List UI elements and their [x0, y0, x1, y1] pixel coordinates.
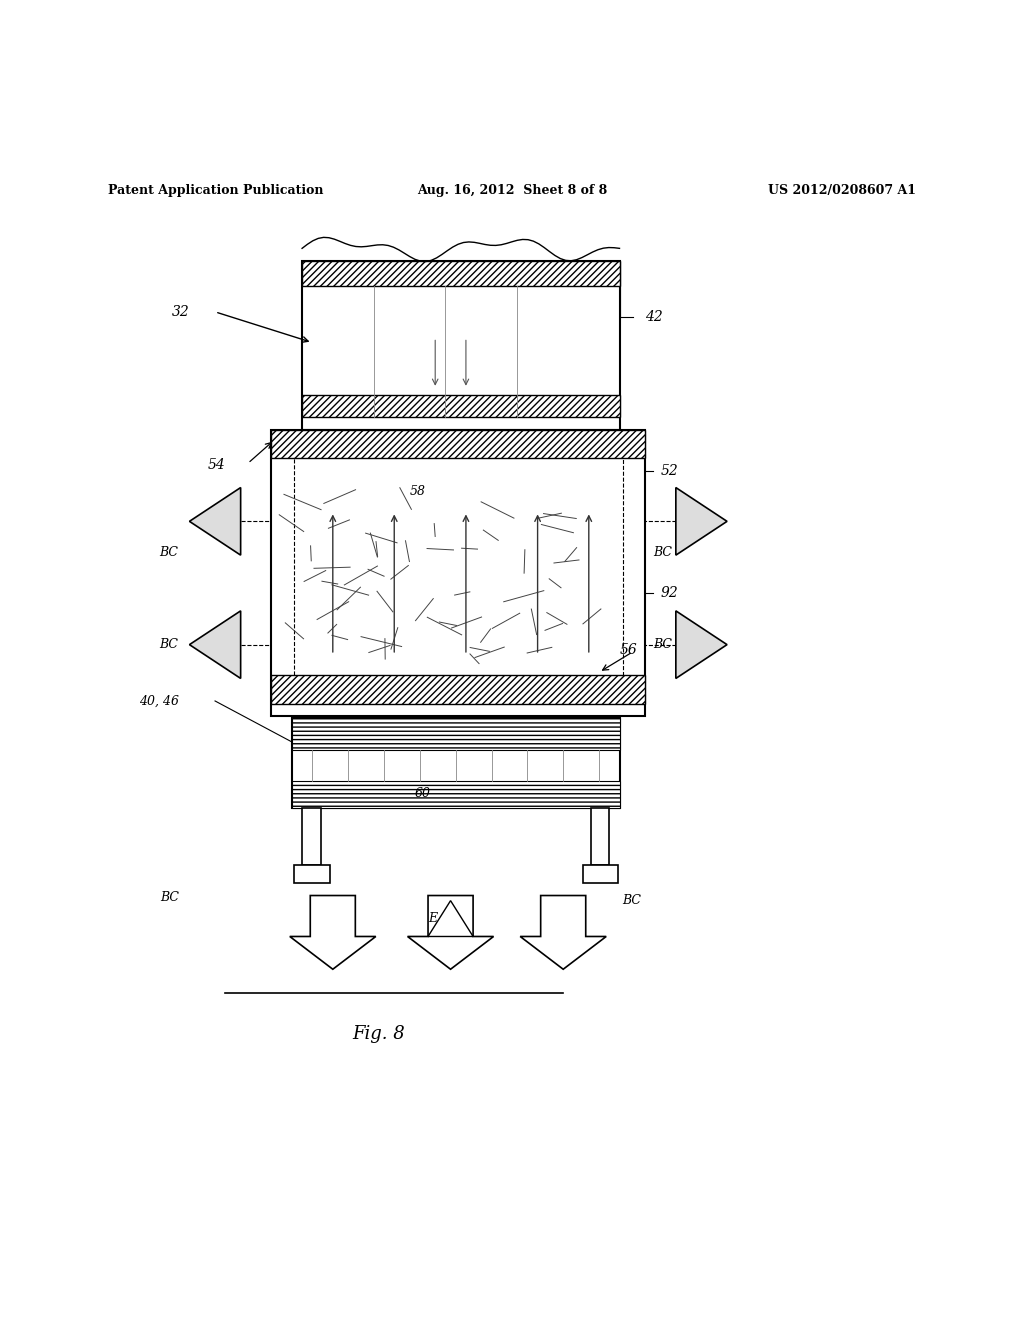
Bar — [271, 676, 645, 704]
Polygon shape — [428, 900, 473, 936]
Text: 32: 32 — [172, 305, 189, 319]
Text: E: E — [428, 912, 437, 924]
Text: Aug. 16, 2012  Sheet 8 of 8: Aug. 16, 2012 Sheet 8 of 8 — [417, 183, 607, 197]
Bar — [292, 781, 620, 808]
Text: US 2012/0208607 A1: US 2012/0208607 A1 — [768, 183, 916, 197]
Bar — [591, 808, 609, 865]
Text: BC: BC — [159, 546, 178, 558]
Bar — [292, 718, 620, 808]
Bar — [294, 865, 330, 883]
Bar — [271, 429, 645, 458]
Text: BC: BC — [653, 546, 673, 558]
Polygon shape — [408, 895, 494, 969]
Bar — [302, 260, 620, 286]
Polygon shape — [676, 487, 727, 556]
Polygon shape — [520, 895, 606, 969]
Text: Fig. 8: Fig. 8 — [352, 1024, 406, 1043]
Text: 52: 52 — [660, 463, 678, 478]
Text: 54: 54 — [208, 458, 225, 473]
Polygon shape — [189, 487, 241, 556]
Text: 60: 60 — [415, 787, 431, 800]
Text: 40, 46: 40, 46 — [139, 694, 179, 708]
Text: BC: BC — [159, 638, 178, 651]
Bar — [302, 395, 620, 417]
Polygon shape — [189, 611, 241, 678]
Bar — [294, 453, 623, 694]
Text: BC: BC — [160, 891, 179, 904]
Bar — [271, 429, 645, 717]
Text: 42: 42 — [645, 310, 663, 323]
Text: 56: 56 — [620, 643, 637, 657]
Text: Patent Application Publication: Patent Application Publication — [108, 183, 323, 197]
Text: 92: 92 — [660, 586, 678, 601]
Text: 58: 58 — [410, 484, 426, 498]
Bar — [292, 718, 620, 750]
Polygon shape — [290, 895, 376, 969]
Text: BC: BC — [623, 894, 642, 907]
Polygon shape — [676, 611, 727, 678]
Bar — [302, 260, 620, 429]
Bar — [583, 865, 618, 883]
Bar — [302, 808, 321, 865]
Text: BC: BC — [653, 638, 673, 651]
